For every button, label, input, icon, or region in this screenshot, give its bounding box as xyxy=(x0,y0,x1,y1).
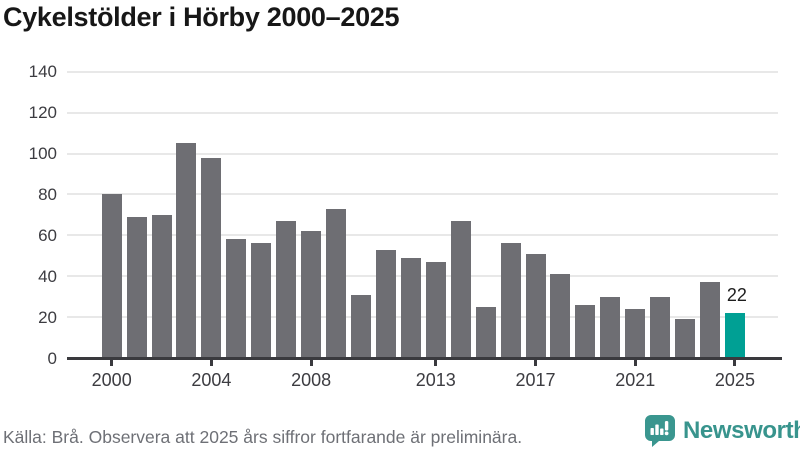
x-tick-2025 xyxy=(733,360,737,366)
bar-2009 xyxy=(326,208,347,358)
bar-2002 xyxy=(151,214,172,358)
bar-2010 xyxy=(351,294,371,358)
bar-2005 xyxy=(226,239,247,358)
value-label-2025: 22 xyxy=(726,285,747,305)
gridline-y80 xyxy=(67,193,778,196)
newsworthy-bubble-icon xyxy=(644,414,676,448)
gridline-y100 xyxy=(67,152,778,155)
gridline-y40 xyxy=(67,275,778,278)
bar-chart: 2000 2004 2008 2013 2017 2021 2025 0 20 40 60 80 100… xyxy=(28,62,782,390)
bar-2015 xyxy=(475,306,496,358)
x-axis-line xyxy=(67,357,782,360)
gridline-y60 xyxy=(67,234,778,237)
bar-2003 xyxy=(176,143,197,358)
bar-2013 xyxy=(425,261,446,358)
y-tick-label-80: 80 xyxy=(38,184,57,204)
x-tick-label-2004: 2004 xyxy=(191,370,232,390)
x-tick-2008 xyxy=(309,360,313,366)
y-tick-label-20: 20 xyxy=(38,307,57,327)
bar-2017 xyxy=(525,253,546,358)
y-tick-label-60: 60 xyxy=(38,225,57,245)
x-tick-label-2008: 2008 xyxy=(291,370,332,390)
y-tick-label-140: 140 xyxy=(28,62,57,82)
x-tick-label-2017: 2017 xyxy=(515,370,556,390)
bar-2024 xyxy=(700,282,721,358)
x-tick-label-2013: 2013 xyxy=(415,370,456,390)
chart-title: Cykelstölder i Hörby 2000–2025 xyxy=(3,2,400,32)
bar-2016 xyxy=(500,243,521,358)
x-tick-2004 xyxy=(209,360,213,366)
bar-2021 xyxy=(625,308,646,358)
bar-2000 xyxy=(101,194,122,358)
bar-2004 xyxy=(201,157,222,358)
source-note: Källa: Brå. Observera att 2025 års siffr… xyxy=(3,427,523,447)
bar-2025-highlight xyxy=(724,313,745,358)
x-tick-2021 xyxy=(633,360,637,366)
y-tick-label-120: 120 xyxy=(28,103,57,123)
x-tick-2017 xyxy=(534,360,537,366)
x-tick-label-2000: 2000 xyxy=(91,370,132,390)
y-tick-label-0: 0 xyxy=(47,348,57,368)
x-tick-label-2021: 2021 xyxy=(615,370,656,390)
gridline-y120 xyxy=(67,111,778,114)
y-tick-label-100: 100 xyxy=(28,144,57,163)
bar-2007 xyxy=(276,220,297,358)
bar-2006 xyxy=(251,243,272,358)
x-tick-2000 xyxy=(110,360,114,366)
gridline-y20 xyxy=(67,316,778,319)
bar-2020 xyxy=(600,296,621,358)
bar-2011 xyxy=(375,249,396,358)
bar-2001 xyxy=(126,216,147,358)
x-tick-label-2025: 2025 xyxy=(714,370,755,390)
bar-2014 xyxy=(450,220,471,358)
newsworthy-wordmark: Newsworthy xyxy=(683,417,800,444)
x-tick-2013 xyxy=(434,360,438,366)
newsworthy-logo: Newsworthy xyxy=(644,414,800,448)
bar-2018 xyxy=(550,274,571,358)
bar-2012 xyxy=(400,257,421,358)
y-tick-label-40: 40 xyxy=(38,266,57,286)
bar-2019 xyxy=(575,304,596,358)
bar-2022 xyxy=(650,296,671,358)
gridline-y140 xyxy=(67,70,778,73)
bar-2023 xyxy=(675,319,696,358)
bar-2008 xyxy=(301,231,322,358)
